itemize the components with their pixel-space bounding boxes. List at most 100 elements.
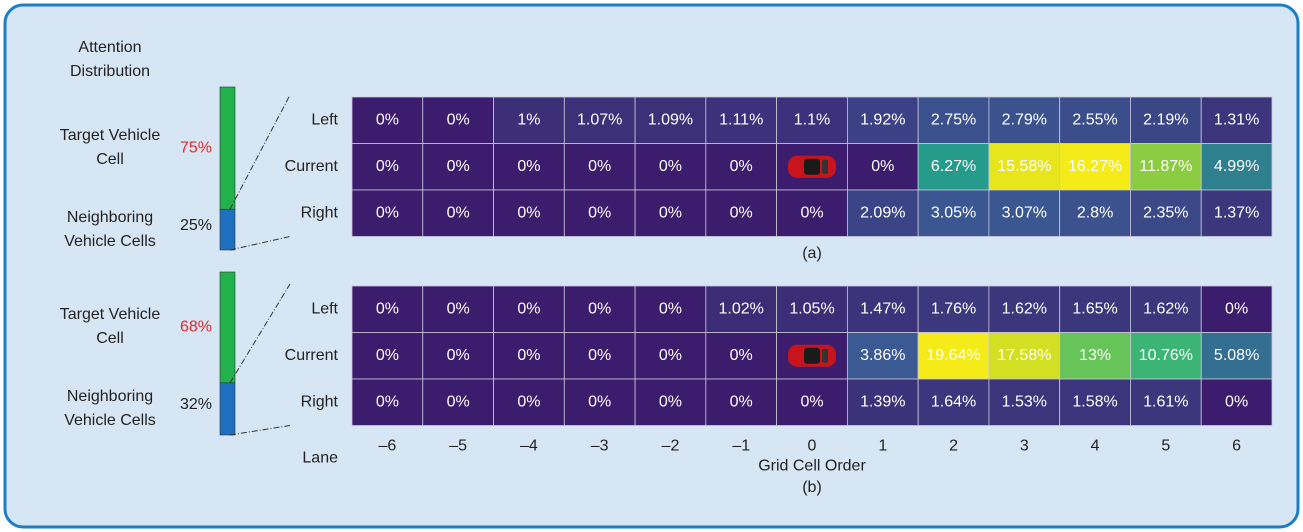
cell-label: 1.1%: [794, 111, 830, 128]
cell-label: 2.09%: [860, 204, 905, 221]
cell-label: 2.75%: [931, 111, 976, 128]
cell: [634, 332, 707, 380]
cell: [705, 189, 778, 237]
row-label: Left: [311, 111, 338, 128]
cell-label: 10.76%: [1139, 347, 1193, 364]
x-tick-label: 4: [1091, 438, 1100, 455]
cell: [846, 96, 919, 144]
cell-label: 13%: [1079, 347, 1111, 364]
cell-label: 0%: [588, 158, 611, 175]
cell: [351, 96, 424, 144]
cell-label: 0%: [588, 347, 611, 364]
cell: [917, 332, 990, 380]
x-tick-label: –4: [520, 438, 538, 455]
x-tick-label: –5: [449, 438, 467, 455]
cell: [1059, 332, 1131, 380]
cell: [563, 285, 636, 333]
cell-label: 0%: [871, 158, 894, 175]
cell: [705, 378, 778, 426]
cell: [917, 189, 990, 237]
cell-label: 1.47%: [860, 300, 905, 317]
cell: [776, 378, 848, 426]
frame: [3, 3, 1300, 529]
cell-label: 0%: [447, 300, 470, 317]
cell: [1059, 143, 1131, 191]
cell-label: 1.02%: [719, 300, 764, 317]
cell-label: 1.62%: [1002, 300, 1047, 317]
distribution-value: 68%: [180, 319, 212, 336]
cell-label: 0%: [447, 204, 470, 221]
cell-label: 2.55%: [1072, 111, 1117, 128]
cell-label: 0%: [659, 300, 682, 317]
row-axis-label: Lane: [302, 450, 338, 467]
distribution-label: Target Vehicle Cell: [59, 306, 161, 348]
caption: (b): [802, 479, 822, 496]
leader: [229, 236, 291, 251]
cell: [634, 378, 707, 426]
cell: [634, 189, 707, 237]
distribution-bar: [219, 382, 236, 436]
cell: [493, 143, 565, 191]
car-window: [804, 347, 820, 364]
cell-label: 0%: [447, 111, 470, 128]
distribution-value: 75%: [180, 139, 212, 156]
cell: [634, 143, 707, 191]
cell: [776, 285, 848, 333]
cell: [493, 378, 565, 426]
cell: [563, 96, 636, 144]
cell: [1059, 189, 1131, 237]
cell: [1200, 378, 1273, 426]
distribution-bar: [219, 208, 236, 251]
cell-label: 1.58%: [1072, 393, 1117, 410]
cell: [493, 285, 565, 333]
cell: [917, 143, 990, 191]
cell: [351, 378, 424, 426]
cell-label: 0%: [659, 393, 682, 410]
cell-label: 0%: [730, 347, 753, 364]
cell: [917, 378, 990, 426]
cell: [705, 332, 778, 380]
cell-label: 0%: [730, 158, 753, 175]
x-axis-label: Grid Cell Order: [758, 458, 866, 475]
cell-label: 1%: [517, 111, 540, 128]
cell: [988, 96, 1061, 144]
cell: [1130, 96, 1202, 144]
x-tick-label: 3: [1020, 438, 1029, 455]
cell: [846, 189, 919, 237]
cell-label: 3.05%: [931, 204, 976, 221]
cell: [422, 378, 494, 426]
x-tick-label: –2: [662, 438, 680, 455]
cell: [846, 332, 919, 380]
cell-label: 1.92%: [860, 111, 905, 128]
car-window: [822, 159, 828, 174]
cell-label: 0%: [730, 204, 753, 221]
x-tick-label: 0: [808, 438, 817, 455]
cell-label: 1.09%: [648, 111, 693, 128]
cell-label: 0%: [588, 393, 611, 410]
car-window: [822, 348, 828, 363]
row-label: Right: [301, 393, 339, 410]
cell: [1130, 143, 1202, 191]
cell: [493, 96, 565, 144]
cell-label: 1.53%: [1002, 393, 1047, 410]
cell-label: 2.8%: [1077, 204, 1113, 221]
cell-label: 0%: [376, 111, 399, 128]
cell: [422, 189, 494, 237]
cell-label: 11.87%: [1139, 158, 1192, 175]
cell: [1200, 189, 1273, 237]
leader: [229, 425, 291, 436]
cell-label: 0%: [517, 204, 540, 221]
cell-label: 1.31%: [1214, 111, 1259, 128]
cell: [493, 332, 565, 380]
cell-label: 0%: [517, 393, 540, 410]
cell-label: 4.99%: [1214, 158, 1259, 175]
cell-label: 0%: [1225, 300, 1248, 317]
cell-label: 1.61%: [1143, 393, 1188, 410]
cell-label: 0%: [447, 393, 470, 410]
distribution-value: 32%: [180, 396, 212, 413]
cell-label: 0%: [447, 158, 470, 175]
cell: [988, 332, 1061, 380]
cell: [988, 378, 1061, 426]
